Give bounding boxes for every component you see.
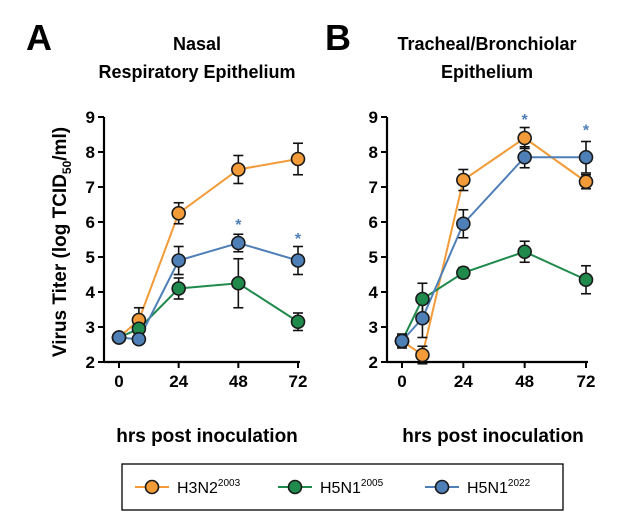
panel-b-x-tick-label: 72: [577, 372, 596, 391]
panel-a-y-tick-label: 4: [86, 283, 96, 302]
panel-b-y-tick-label: 6: [369, 213, 378, 232]
panel-b-x-tick-label: 24: [454, 372, 473, 391]
panel-b-point-H5N1_2022: [415, 310, 430, 326]
panel-b-point-H3N2: [415, 347, 430, 363]
panel-b-significance-star: *: [583, 122, 590, 139]
panel-b-point-H5N1_2005: [456, 265, 471, 281]
panel-b-y-tick-label: 2: [369, 353, 378, 372]
panel-a-line-H5N1_2022: [118, 241, 299, 341]
panel-b-point-H5N1_2005: [517, 244, 532, 260]
panel-b-point-H5N1_2022: [456, 216, 471, 232]
panel-b-point-H5N1_2005: [415, 291, 430, 307]
panel-b-plot: 2 3 4 5 6 7 8 9 0 24 48 72 * *: [369, 108, 596, 391]
panel-a-x-tick-label: 72: [289, 372, 308, 391]
panel-b-point-H5N1_2022: [578, 149, 594, 165]
legend-marker-H3N2: [144, 479, 160, 495]
panel-b-significance-star: *: [522, 112, 529, 129]
panel-a-point-H5N1_2022: [171, 253, 186, 268]
panel-a-point-H5N1_2005: [290, 314, 306, 330]
panel-letter-a: A: [26, 17, 52, 58]
panel-a-plot: 2 3 4 5 6 7 8 9 0 24 48 72 * *: [86, 108, 308, 391]
panel-a-point-H5N1_2005: [171, 281, 186, 296]
panel-b-title-line2: Epithelium: [441, 62, 533, 82]
panel-a-title-line1: Nasal: [173, 34, 221, 54]
panel-b-title-line1: Tracheal/Bronchiolar: [397, 34, 576, 54]
panel-b-x-axis-label: hrs post inoculation: [402, 426, 584, 447]
legend-box: [121, 463, 564, 511]
panel-a-point-H5N1_2005: [231, 275, 246, 291]
panel-a-y-tick-label: 6: [86, 213, 95, 232]
panel-b-y-tick-label: 8: [369, 143, 378, 162]
panel-b-point-H3N2: [456, 172, 471, 188]
panel-a-x-tick-label: 24: [169, 372, 188, 391]
panel-b-point-H5N1_2022: [517, 149, 532, 165]
panel-b-point-H5N1_2005: [578, 272, 594, 288]
legend-label-H3N2: H3N22003: [177, 478, 241, 497]
panel-b-point-H5N1_2022: [394, 333, 410, 349]
panel-b-line-H5N1_2022: [401, 156, 586, 342]
panel-a-line-H3N2: [118, 158, 299, 339]
panel-b-x-tick-label: 48: [515, 372, 534, 391]
panel-b-y-tick-label: 7: [369, 178, 378, 197]
panel-a-y-tick-label: 8: [86, 143, 95, 162]
panel-a-point-H5N1_2022: [111, 330, 127, 345]
panel-a-point-H3N2: [231, 162, 246, 177]
panel-a-title-line2: Respiratory Epithelium: [98, 62, 295, 82]
panel-a-point-H5N1_2022: [131, 331, 147, 347]
panel-b-y-tick-label: 5: [369, 248, 378, 267]
panel-a-y-tick-label: 3: [86, 318, 95, 337]
panel-b-y-tick-label: 3: [369, 318, 378, 337]
panel-a-x-tick-label: 48: [229, 372, 248, 391]
legend-label-H5N1_2022: H5N12022: [467, 478, 531, 497]
panel-a-point-H5N1_2022: [231, 235, 246, 251]
panel-a-y-tick-label: 7: [86, 178, 95, 197]
panel-b-point-H3N2: [517, 130, 532, 146]
panel-b-x-tick-label: 0: [397, 372, 406, 391]
panel-a-significance-star: *: [235, 217, 242, 234]
legend: H3N22003 H5N12005 H5N12022: [121, 463, 564, 511]
panel-a-y-tick-label: 2: [86, 353, 95, 372]
panel-b-line-H3N2: [401, 136, 587, 357]
panel-b-y-tick-label: 9: [369, 108, 378, 127]
legend-marker-H5N1_2022: [434, 479, 450, 495]
panel-a-x-tick-label: 0: [114, 372, 123, 391]
legend-label-H5N1_2005: H5N12005: [320, 478, 384, 497]
panel-a-point-H5N1_2022: [290, 253, 306, 268]
panel-a-y-tick-label: 5: [86, 248, 95, 267]
panel-a-point-H3N2: [171, 205, 186, 221]
panel-b-y-tick-label: 4: [369, 283, 379, 302]
panel-letter-b: B: [325, 17, 351, 58]
panel-b-point-H3N2: [578, 174, 594, 190]
panel-a-point-H3N2: [290, 151, 306, 167]
panel-a-x-axis-label: hrs post inoculation: [116, 426, 298, 447]
panel-a-significance-star: *: [295, 231, 302, 248]
panel-a-y-tick-label: 9: [86, 108, 95, 127]
legend-marker-H5N1_2005: [287, 479, 303, 495]
y-axis-label: Virus Titer (log TCID50/ml): [50, 127, 74, 357]
